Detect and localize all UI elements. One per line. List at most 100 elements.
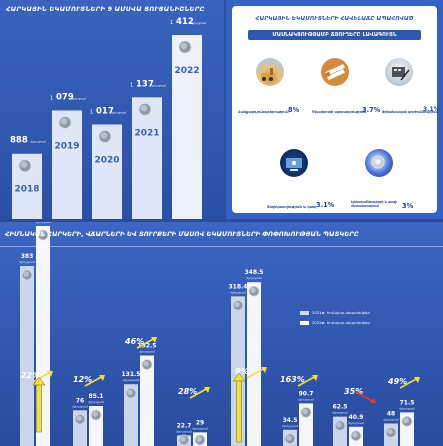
income-bar <box>247 282 261 446</box>
year-value-unit: մլրդ դրամ <box>30 140 46 144</box>
change-percent-label: 12% <box>73 375 92 384</box>
income-bar <box>140 355 154 446</box>
legend-label-2021: 2021թ. հունվար-սեպտեմբեր <box>312 310 370 315</box>
year-value-main: 412 <box>176 17 194 27</box>
increase-arrow-head <box>312 375 318 381</box>
coin-icon <box>350 430 362 442</box>
coin-icon-face <box>140 104 148 112</box>
coin-icon-face <box>23 271 29 277</box>
sector-value-tobacco: 3.7% <box>362 106 381 114</box>
year-value-unit: մլրդ դրամ <box>150 83 166 87</box>
coin-icon-face <box>180 436 186 442</box>
income-value-label: 48 <box>387 410 395 417</box>
year-value-prefix: 1 <box>170 20 173 26</box>
coin-icon <box>90 409 102 421</box>
income-change-panel: ՀԻՄՆԱԿԱՆ ՀԱՐԿԵՐԻ, ՎՃԱՐՆԵՐԻ ԵՎ ՏՈՒՐՔԵՐԻ Մ… <box>0 222 443 446</box>
coin-icon <box>194 434 206 446</box>
income-value-unit: մլրդ դրամ <box>282 424 297 428</box>
income-value-label: 318.4 <box>229 283 248 290</box>
increase-arrow <box>189 387 209 399</box>
sector-value-energy: 3% <box>402 202 414 210</box>
income-value-unit: մլրդ դրամ <box>298 397 313 401</box>
big-increase-arrow-head <box>232 372 246 382</box>
income-change-title: ՀԻՄՆԱԿԱՆ ՀԱՐԿԵՐԻ, ՎՃԱՐՆԵՐԻ ԵՎ ՏՈՒՐՔԵՐԻ Մ… <box>5 231 359 238</box>
change-percent-label: 46% <box>124 337 144 346</box>
year-value-main: 888 <box>10 136 28 146</box>
coin-icon <box>232 299 244 311</box>
income-value-label: 22.7 <box>177 422 192 429</box>
year-label-2018: 2018 <box>14 185 39 195</box>
coin-icon <box>248 285 260 297</box>
big-increase-arrow <box>236 379 242 443</box>
big-increase-arrow-head <box>32 376 46 386</box>
energy-photo <box>365 149 393 177</box>
increase-arrow-head <box>414 377 420 383</box>
coin-icon-face <box>387 428 393 435</box>
year-label-2021: 2021 <box>134 128 159 138</box>
year-value-prefix: 1 <box>50 95 53 101</box>
finance-photo <box>385 58 413 86</box>
big-increase-arrow <box>36 383 42 433</box>
income-value-label: 90.7 <box>299 390 314 397</box>
decrease-arrow <box>355 391 375 403</box>
sector-label-mining: Հանքարդյունաբերություն <box>238 110 289 114</box>
income-value-label: 40.9 <box>349 414 364 421</box>
income-value-label: 34.5 <box>283 417 298 424</box>
decrease-arrow-head <box>370 398 376 403</box>
coin-icon-face <box>100 132 108 139</box>
sector-label-tobacco: Ծխախոտի արտադրություն <box>312 110 366 114</box>
income-value-unit: մլրդ դրամ <box>348 421 363 425</box>
sector-contribution-panel: ՀԱՐԿԱՅԻՆ ԵԿԱՄՈՒՏՆԵՐԻ ՀԱՎԵԼԱՃԸ ԱՊԱՀՈՎԱԾ Մ… <box>226 0 443 219</box>
increase-arrow <box>297 375 317 387</box>
year-value-main: 137 <box>136 79 154 89</box>
yearly-revenue-title: ՀԱՐԿԱՅԻՆ ԵԿԱՄՈՒՏՆԵՐԻ 9 ԱՄՍՎԱ ՑՈՒՑԱՆԻՇՆԵՐ… <box>6 6 205 13</box>
income-value-label: 85.1 <box>89 393 104 400</box>
income-value-unit: մլրդ դրամ <box>399 406 414 410</box>
mining-photo <box>256 58 284 86</box>
yearly-revenue-panel: ՀԱՐԿԱՅԻՆ ԵԿԱՄՈՒՏՆԵՐԻ 9 ԱՄՍՎԱ ՑՈՒՑԱՆԻՇՆԵՐ… <box>0 0 224 219</box>
year-value-unit: մլրդ դրամ <box>70 96 86 100</box>
coin-icon <box>401 415 413 427</box>
sector-label-energy: Էլեկտրաէներգիայի և գազի մատակարարում <box>351 200 398 208</box>
increase-arrow <box>136 337 156 349</box>
sector-value-finance: 3.1% <box>423 106 440 113</box>
year-value-unit: մլրդ դրամ <box>110 111 126 115</box>
legend-2021: 2021թ. հունվար-սեպտեմբեր <box>300 310 370 315</box>
income-value-unit: մլրդ դրամ <box>176 429 191 433</box>
coin-icon <box>138 102 152 116</box>
coin-icon-face <box>234 301 240 308</box>
income-value-unit: մլրդ դրամ <box>19 260 34 264</box>
ict-photo <box>280 149 308 177</box>
change-percent-label: 49% <box>387 377 407 386</box>
coin-icon-face <box>336 421 342 428</box>
year-bar-2019 <box>52 110 82 219</box>
income-value-unit: մլրդ դրամ <box>123 378 138 382</box>
coin-icon <box>385 427 397 438</box>
sector-label-finance: Ֆինանսական գործունեություն <box>382 110 438 114</box>
legend-swatch-2021 <box>300 311 309 315</box>
income-value-unit: մլրդ դրամ <box>383 417 398 421</box>
increase-arrow-head <box>47 371 53 377</box>
coin-icon <box>334 420 346 432</box>
year-bar-2022 <box>172 35 202 219</box>
year-label-2020: 2020 <box>94 156 119 166</box>
increase-arrow <box>32 371 52 383</box>
year-bar-2021 <box>132 97 162 219</box>
income-value-label: 348.5 <box>245 269 264 276</box>
sector-contribution-card: ՀԱՐԿԱՅԻՆ ԵԿԱՄՈՒՏՆԵՐԻ ՀԱՎԵԼԱՃԸ ԱՊԱՀՈՎԱԾ Մ… <box>232 6 440 213</box>
income-value-label: 383 <box>21 253 34 260</box>
income-value-unit: մլրդ դրամ <box>139 350 154 354</box>
income-value-label: 29 <box>196 419 204 426</box>
coin-icon <box>284 433 296 445</box>
year-value-unit: մլրդ դրամ <box>190 21 206 25</box>
tobacco-photo <box>321 58 349 86</box>
income-bar <box>20 265 34 446</box>
income-value-unit: մլրդ դրամ <box>332 411 347 415</box>
sector-value-ict: 3.1% <box>316 201 335 209</box>
sector-title-line-1: ՀԱՐԿԱՅԻՆ ԵԿԱՄՈՒՏՆԵՐԻ ՀԱՎԵԼԱՃԸ ԱՊԱՀՈՎԱԾ <box>255 16 414 22</box>
coin-icon <box>125 387 137 399</box>
coin-icon-face <box>60 117 68 125</box>
income-value-label: 192.5 <box>138 343 157 350</box>
